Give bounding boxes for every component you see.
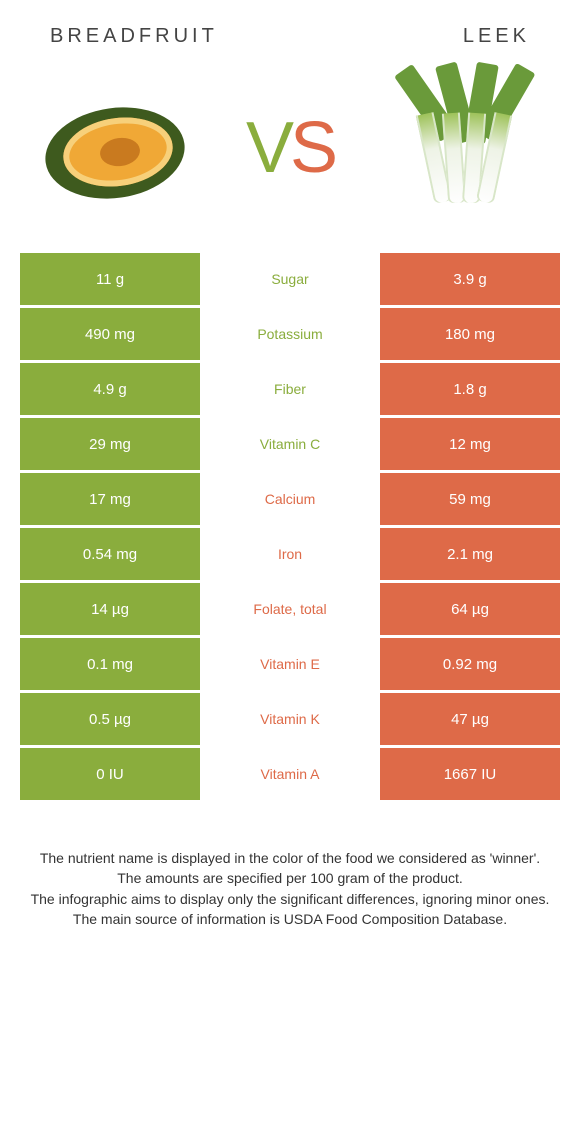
value-left: 0.1 mg bbox=[20, 638, 200, 690]
footer-notes: The nutrient name is displayed in the co… bbox=[0, 803, 580, 929]
breadfruit-image bbox=[30, 63, 200, 233]
table-row: 11 gSugar3.9 g bbox=[20, 253, 560, 305]
value-right: 64 µg bbox=[380, 583, 560, 635]
value-right: 12 mg bbox=[380, 418, 560, 470]
value-left: 14 µg bbox=[20, 583, 200, 635]
table-row: 0.54 mgIron2.1 mg bbox=[20, 528, 560, 580]
nutrient-label: Sugar bbox=[200, 253, 380, 305]
comparison-table: 11 gSugar3.9 g490 mgPotassium180 mg4.9 g… bbox=[0, 253, 580, 800]
value-right: 1667 IU bbox=[380, 748, 560, 800]
footer-line: The main source of information is USDA F… bbox=[30, 909, 550, 929]
value-left: 4.9 g bbox=[20, 363, 200, 415]
nutrient-label: Vitamin C bbox=[200, 418, 380, 470]
footer-line: The infographic aims to display only the… bbox=[30, 889, 550, 909]
nutrient-label: Vitamin A bbox=[200, 748, 380, 800]
table-row: 0 IUVitamin A1667 IU bbox=[20, 748, 560, 800]
vs-label: VS bbox=[246, 107, 334, 189]
value-left: 11 g bbox=[20, 253, 200, 305]
value-right: 2.1 mg bbox=[380, 528, 560, 580]
nutrient-label: Vitamin E bbox=[200, 638, 380, 690]
table-row: 17 mgCalcium59 mg bbox=[20, 473, 560, 525]
table-row: 4.9 gFiber1.8 g bbox=[20, 363, 560, 415]
vs-v: V bbox=[246, 108, 290, 188]
value-right: 0.92 mg bbox=[380, 638, 560, 690]
title-left: BREADFRUIT bbox=[50, 25, 218, 48]
table-row: 0.5 µgVitamin K47 µg bbox=[20, 693, 560, 745]
value-left: 0 IU bbox=[20, 748, 200, 800]
value-right: 47 µg bbox=[380, 693, 560, 745]
value-left: 0.54 mg bbox=[20, 528, 200, 580]
footer-line: The amounts are specified per 100 gram o… bbox=[30, 868, 550, 888]
nutrient-label: Iron bbox=[200, 528, 380, 580]
nutrient-label: Potassium bbox=[200, 308, 380, 360]
value-right: 59 mg bbox=[380, 473, 560, 525]
table-row: 490 mgPotassium180 mg bbox=[20, 308, 560, 360]
value-right: 180 mg bbox=[380, 308, 560, 360]
nutrient-label: Folate, total bbox=[200, 583, 380, 635]
nutrient-label: Calcium bbox=[200, 473, 380, 525]
value-left: 29 mg bbox=[20, 418, 200, 470]
value-left: 0.5 µg bbox=[20, 693, 200, 745]
value-left: 17 mg bbox=[20, 473, 200, 525]
footer-line: The nutrient name is displayed in the co… bbox=[30, 848, 550, 868]
value-right: 3.9 g bbox=[380, 253, 560, 305]
vs-s: S bbox=[290, 108, 334, 188]
hero: VS bbox=[0, 53, 580, 253]
title-right: LEEK bbox=[463, 25, 530, 48]
leek-image bbox=[380, 63, 550, 233]
value-right: 1.8 g bbox=[380, 363, 560, 415]
value-left: 490 mg bbox=[20, 308, 200, 360]
table-row: 14 µgFolate, total64 µg bbox=[20, 583, 560, 635]
nutrient-label: Vitamin K bbox=[200, 693, 380, 745]
table-row: 29 mgVitamin C12 mg bbox=[20, 418, 560, 470]
table-row: 0.1 mgVitamin E0.92 mg bbox=[20, 638, 560, 690]
nutrient-label: Fiber bbox=[200, 363, 380, 415]
